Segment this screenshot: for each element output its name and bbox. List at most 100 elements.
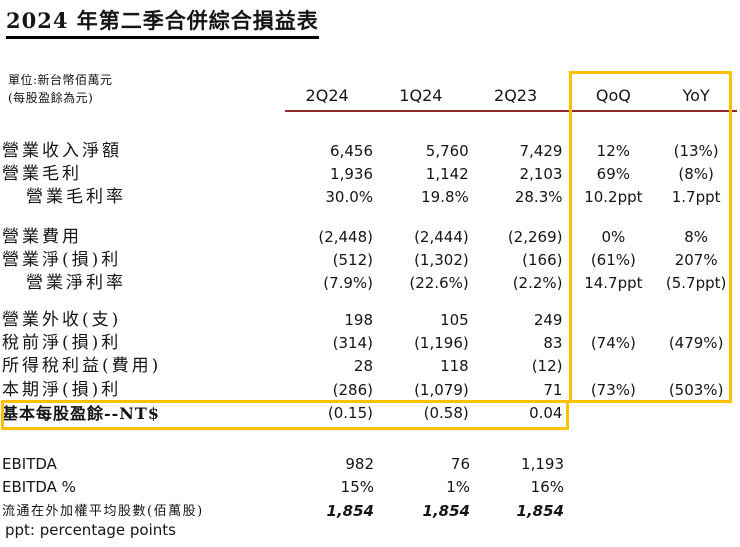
cell-2q23: 83 <box>543 334 563 352</box>
header-spacer <box>2 84 281 107</box>
row-label: 營業費用 <box>2 227 82 247</box>
cell-2q23: 28.3% <box>514 188 563 206</box>
table-header-row: 2Q24 1Q24 2Q23 QoQ YoY <box>2 84 740 107</box>
cell-2q23: (12) <box>531 357 563 375</box>
cell-2q24: (512) <box>332 251 373 269</box>
row-label: 營業收入淨額 <box>2 141 122 161</box>
cell-2q24: 1,936 <box>330 165 373 183</box>
table-row: 營業毛利率 30.0% 19.8% 28.3% 10.2ppt 1.7ppt <box>2 186 740 209</box>
cell-yoy: 8% <box>684 228 709 246</box>
cell-yoy: (8%) <box>678 165 714 183</box>
table-row: 所得稅利益(費用) 28 118 (12) <box>2 355 740 378</box>
cell-2q23: 7,429 <box>519 142 563 160</box>
cell-2q24: 198 <box>344 311 373 329</box>
cell-1q24: (1,196) <box>414 334 469 352</box>
cell-qoq: (74%) <box>590 334 636 352</box>
cell-2q24: 28 <box>353 357 373 375</box>
row-label: EBITDA <box>2 455 57 473</box>
cell-2q24: 982 <box>345 455 374 473</box>
row-label: 所得稅利益(費用) <box>2 356 162 376</box>
cell-2q23: 0.04 <box>529 404 563 422</box>
cell-1q24: 76 <box>450 455 470 473</box>
cell-yoy <box>652 402 740 425</box>
row-label: EBITDA % <box>2 478 76 496</box>
cell-qoq: 14.7ppt <box>584 274 643 292</box>
cell-2q24: 30.0% <box>325 188 374 206</box>
cell-2q23: (166) <box>522 251 563 269</box>
table-row: 營業外收(支) 198 105 249 <box>2 309 740 332</box>
cell-1q24: 19.8% <box>421 188 469 206</box>
cell-1q24: (1,302) <box>414 251 469 269</box>
unit-note: 單位:新台幣佰萬元 (每股盈餘為元) <box>8 71 113 107</box>
cell-yoy <box>652 309 740 332</box>
cell-yoy: 1.7ppt <box>671 188 721 206</box>
cell-yoy: (13%) <box>673 142 719 160</box>
table-row: 營業費用 (2,448) (2,444) (2,269) 0% 8% <box>2 226 740 249</box>
cell-2q23: 2,103 <box>519 165 563 183</box>
cell-2q24: 6,456 <box>330 142 373 160</box>
cell-2q23: 1,854 <box>516 502 564 520</box>
cell-2q24: 1,854 <box>326 502 374 520</box>
cell-1q24: 105 <box>440 311 469 329</box>
row-label: 營業淨利率 <box>26 273 126 293</box>
cell-2q23: 71 <box>543 381 563 399</box>
row-label: 營業毛利 <box>2 164 82 184</box>
cell-2q24: 15% <box>340 478 374 496</box>
table-row: 營業淨利率 (7.9%) (22.6%) (2.2%) 14.7ppt (5.7… <box>2 272 740 295</box>
header-rule <box>285 110 737 112</box>
cell-1q24: (1,079) <box>414 381 469 399</box>
cell-1q24: (2,444) <box>414 228 469 246</box>
cell-1q24: (22.6%) <box>409 274 469 292</box>
cell-2q23: 1,193 <box>521 455 564 473</box>
column-header-yoy: YoY <box>682 86 710 105</box>
cell-1q24: 1% <box>446 478 470 496</box>
cell-2q23: (2.2%) <box>512 274 563 292</box>
table-row-shares: 流通在外加權平均股數(佰萬股) 1,854 1,854 1,854 <box>2 500 740 523</box>
column-header-1q24: 1Q24 <box>399 86 443 105</box>
cell-qoq: (73%) <box>590 381 636 399</box>
cell-2q24: (286) <box>332 381 373 399</box>
table-row: 營業淨(損)利 (512) (1,302) (166) (61%) 207% <box>2 249 740 272</box>
column-header-qoq: QoQ <box>595 86 631 105</box>
cell-yoy: (503%) <box>668 381 724 399</box>
cell-yoy <box>652 355 740 378</box>
cell-qoq: (61%) <box>590 251 636 269</box>
cell-2q23: (2,269) <box>507 228 563 246</box>
unit-note-line2: (每股盈餘為元) <box>8 91 94 105</box>
cell-qoq <box>574 309 652 332</box>
cell-qoq <box>574 355 652 378</box>
cell-yoy: (5.7ppt) <box>665 274 727 292</box>
cell-1q24: 5,760 <box>425 142 469 160</box>
cell-1q24: (0.58) <box>423 404 469 422</box>
column-header-2q24: 2Q24 <box>305 86 349 105</box>
cell-2q23: 249 <box>533 311 563 329</box>
cell-qoq: 10.2ppt <box>584 188 643 206</box>
row-label: 營業淨(損)利 <box>2 250 122 270</box>
cell-2q24: (0.15) <box>327 404 373 422</box>
cell-2q23: 16% <box>530 478 564 496</box>
row-label: 流通在外加權平均股數(佰萬股) <box>2 504 204 519</box>
table-row: 營業毛利 1,936 1,142 2,103 69% (8%) <box>2 163 740 186</box>
cell-yoy: 207% <box>674 251 718 269</box>
cell-1q24: 1,142 <box>425 165 469 183</box>
row-label: 基本每股盈餘--NT$ <box>2 404 160 423</box>
cell-qoq: 69% <box>596 165 631 183</box>
table-row: 本期淨(損)利 (286) (1,079) 71 (73%) (503%) <box>2 379 740 402</box>
row-label: 營業外收(支) <box>2 310 122 330</box>
cell-qoq: 0% <box>601 228 626 246</box>
cell-qoq: 12% <box>596 142 631 160</box>
cell-2q24: (2,448) <box>318 228 373 246</box>
unit-note-line1: 單位:新台幣佰萬元 <box>8 73 113 87</box>
footnote: ppt: percentage points <box>5 521 176 539</box>
table-row-ebitda: EBITDA 982 76 1,193 <box>2 453 740 476</box>
cell-2q24: (314) <box>332 334 373 352</box>
table-row-ebitda-pct: EBITDA % 15% 1% 16% <box>2 476 740 499</box>
cell-2q24: (7.9%) <box>323 274 374 292</box>
cell-1q24: 1,854 <box>422 502 470 520</box>
table-row: 營業收入淨額 6,456 5,760 7,429 12% (13%) <box>2 140 740 163</box>
table-row: 稅前淨(損)利 (314) (1,196) 83 (74%) (479%) <box>2 332 740 355</box>
page-title: 2024 年第二季合併綜合損益表 <box>6 5 319 39</box>
cell-yoy: (479%) <box>668 334 724 352</box>
column-header-2q23: 2Q23 <box>494 86 538 105</box>
